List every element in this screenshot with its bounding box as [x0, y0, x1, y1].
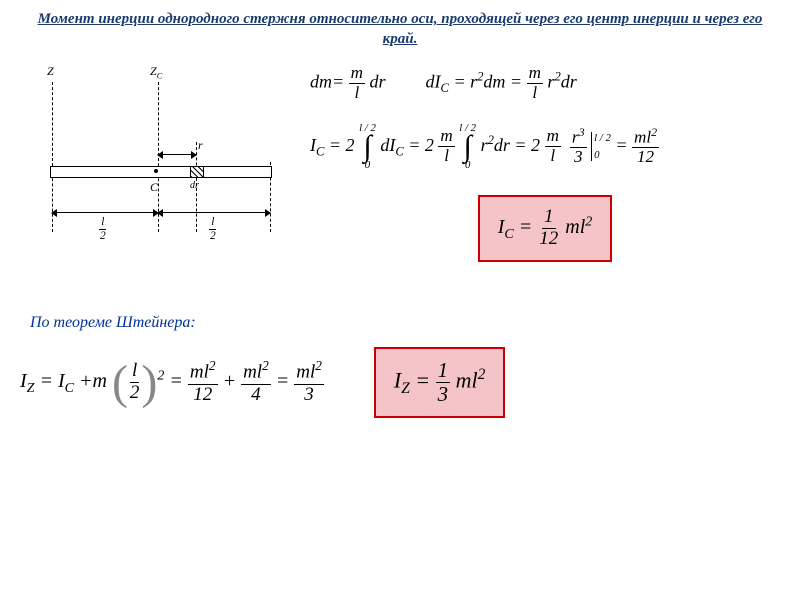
dim-l1 — [52, 212, 158, 213]
steiner-label: По теореме Штейнера: — [30, 314, 780, 332]
eq-dm-dIc: dm= ml dr dIC = r2dm = ml r2dr — [310, 64, 780, 103]
bottom-row: IZ = IC +m (l2)2 = ml212 + ml24 = ml23 I… — [20, 347, 780, 418]
boxed-Ic-wrap: IC = 112 ml2 — [310, 195, 780, 262]
eq-dIc: dIC = r2dm = ml r2dr — [426, 64, 577, 103]
axis-z-label: Z — [47, 64, 54, 79]
r-label: r — [198, 138, 203, 153]
eq-Ic-integral: IC = 2 l / 2∫0 dIC = 2 ml l / 2∫0 r2dr =… — [310, 123, 780, 171]
top-row: Z ZC r C dr l2 l2 dm= ml dr — [20, 64, 780, 264]
boxed-Iz: IZ = 13 ml2 — [374, 347, 505, 418]
page-title: Момент инерции однородного стержня относ… — [20, 10, 780, 49]
center-dot — [154, 169, 158, 173]
rod — [50, 166, 272, 178]
eq-Iz: IZ = IC +m (l2)2 = ml212 + ml24 = ml23 — [20, 355, 324, 410]
boxed-Ic: IC = 112 ml2 — [478, 195, 613, 262]
dim-l2 — [158, 212, 270, 213]
half-l-2: l2 — [208, 216, 218, 242]
c-label: C — [150, 180, 158, 195]
dr-label: dr — [190, 180, 199, 191]
formulas-top: dm= ml dr dIC = r2dm = ml r2dr IC = 2 l … — [310, 64, 780, 262]
eq-dm: dm= ml dr — [310, 64, 386, 103]
dr-element — [190, 166, 204, 178]
rod-diagram: Z ZC r C dr l2 l2 — [20, 64, 280, 264]
axis-zc-label: ZC — [150, 64, 162, 80]
half-l-1: l2 — [98, 216, 108, 242]
dim-r — [158, 154, 196, 155]
